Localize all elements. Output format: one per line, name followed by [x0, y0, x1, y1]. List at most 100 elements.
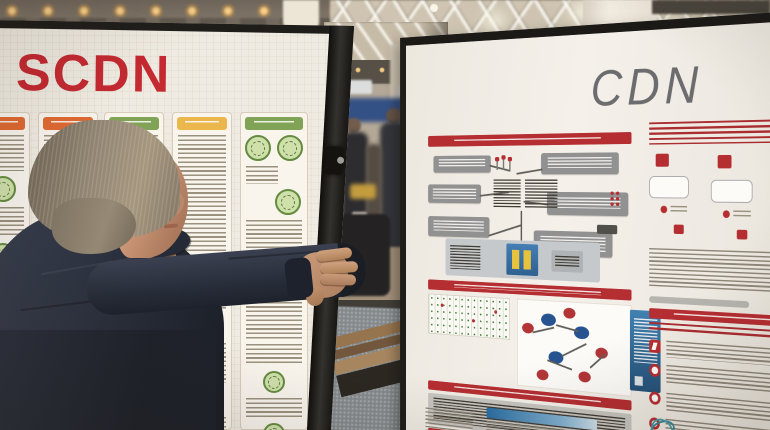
- cluster-edge: [561, 343, 587, 357]
- subheading-block: [246, 281, 287, 288]
- banner-text: [454, 136, 601, 143]
- text-block: [246, 220, 302, 276]
- white-node: [710, 179, 753, 204]
- column-3-header: [109, 117, 159, 130]
- red-mini: [722, 210, 730, 219]
- text-stack: [525, 179, 558, 208]
- bullet-icon: [649, 391, 661, 406]
- rp-right-column: [647, 118, 770, 430]
- badge-icon: [275, 189, 301, 215]
- badge-icon-amber: [191, 316, 213, 338]
- logo-icon: [647, 413, 678, 430]
- gray-pill: [649, 296, 750, 309]
- cluster-node-red: [578, 371, 591, 383]
- bullet-icon: [649, 363, 661, 378]
- gap-band-lights: [328, 66, 448, 74]
- poster-column-1: [0, 112, 30, 430]
- antenna-icon: [496, 160, 498, 170]
- device-diagram: [649, 152, 770, 248]
- poster-column-4: [172, 112, 232, 430]
- person-head-2: [386, 108, 402, 124]
- badge-icon: [0, 243, 16, 269]
- column-4-header: [177, 117, 227, 130]
- header-text: [0, 121, 18, 125]
- poster-title-scdn: SCDN: [15, 44, 172, 104]
- rp-left-column: [428, 132, 661, 430]
- server-rack-bar: [512, 249, 520, 270]
- sidebar-chip: [634, 376, 643, 386]
- cluster-node-red: [536, 369, 549, 381]
- diagram-row: [428, 293, 661, 397]
- text-block: [110, 345, 158, 425]
- header-text: [254, 121, 294, 125]
- server-icon: [506, 243, 539, 277]
- red-node-icon: [501, 155, 506, 160]
- badge-icon: [277, 135, 303, 161]
- text-block: [110, 280, 158, 340]
- cluster-node-red: [563, 307, 576, 319]
- column-1-header: [0, 117, 25, 130]
- brand-square-icon: [649, 339, 661, 354]
- poster-right: CDN: [400, 8, 770, 430]
- cluster-diagram: [517, 298, 661, 397]
- network-diagram: [428, 149, 631, 286]
- callout-box: [541, 152, 619, 175]
- gray-text-block: [649, 248, 770, 298]
- side-box: [551, 250, 584, 273]
- badge-icon: [0, 176, 16, 202]
- badge-row: [245, 135, 303, 161]
- green-grid-diagram: [428, 293, 511, 340]
- text-block: [110, 135, 158, 275]
- yellow-cart: [350, 184, 376, 199]
- text-block: [246, 344, 302, 366]
- text-block: [178, 285, 226, 311]
- truss-glow: [430, 4, 438, 12]
- red-node-icon: [495, 157, 500, 162]
- section-banner: [428, 132, 632, 147]
- poster-title-cdn: CDN: [590, 54, 704, 117]
- badge-icon: [245, 135, 271, 161]
- red-node-icon: [507, 156, 513, 162]
- text-block: [44, 213, 92, 283]
- callout-box: [428, 216, 490, 238]
- poster-left: SCDN: [0, 20, 354, 430]
- text-block: [178, 417, 226, 430]
- badge-icon: [263, 371, 285, 393]
- antenna-icon: [502, 158, 505, 170]
- poster-column-2: [38, 112, 98, 430]
- red-bar: [673, 224, 684, 235]
- badge-icon: [56, 184, 80, 208]
- tiny-label: [670, 205, 688, 213]
- red-square-icon: [655, 153, 669, 167]
- sign-white-1: [344, 80, 372, 94]
- cluster-edge: [532, 326, 555, 333]
- text-block: [0, 275, 24, 335]
- red-dot: [440, 303, 444, 308]
- callout-box: [433, 155, 491, 173]
- dot-cluster-icon: [609, 190, 621, 207]
- text-block: [44, 135, 92, 179]
- red-bar: [736, 229, 748, 240]
- red-dot: [472, 319, 475, 323]
- text-stack: [493, 179, 521, 208]
- red-dot: [494, 310, 498, 314]
- antenna-icon: [509, 160, 511, 170]
- poster-column-5: [240, 112, 308, 430]
- tiny-label: [733, 210, 751, 218]
- text-block: [178, 343, 226, 383]
- column-2-header: [43, 117, 93, 130]
- badge-icon: [263, 423, 285, 430]
- dark-ceiling-corner: [652, 0, 770, 14]
- header-text: [117, 121, 151, 125]
- server-band: [445, 238, 601, 283]
- red-square-icon: [717, 154, 732, 169]
- white-node: [649, 176, 689, 199]
- text-block: [178, 135, 226, 251]
- callout-box: [428, 184, 482, 204]
- device-icons: [596, 224, 618, 235]
- red-subtext: [649, 321, 770, 341]
- column-5-header: [245, 117, 303, 130]
- cluster-node-blue: [541, 313, 556, 327]
- server-rack-bar: [523, 250, 531, 270]
